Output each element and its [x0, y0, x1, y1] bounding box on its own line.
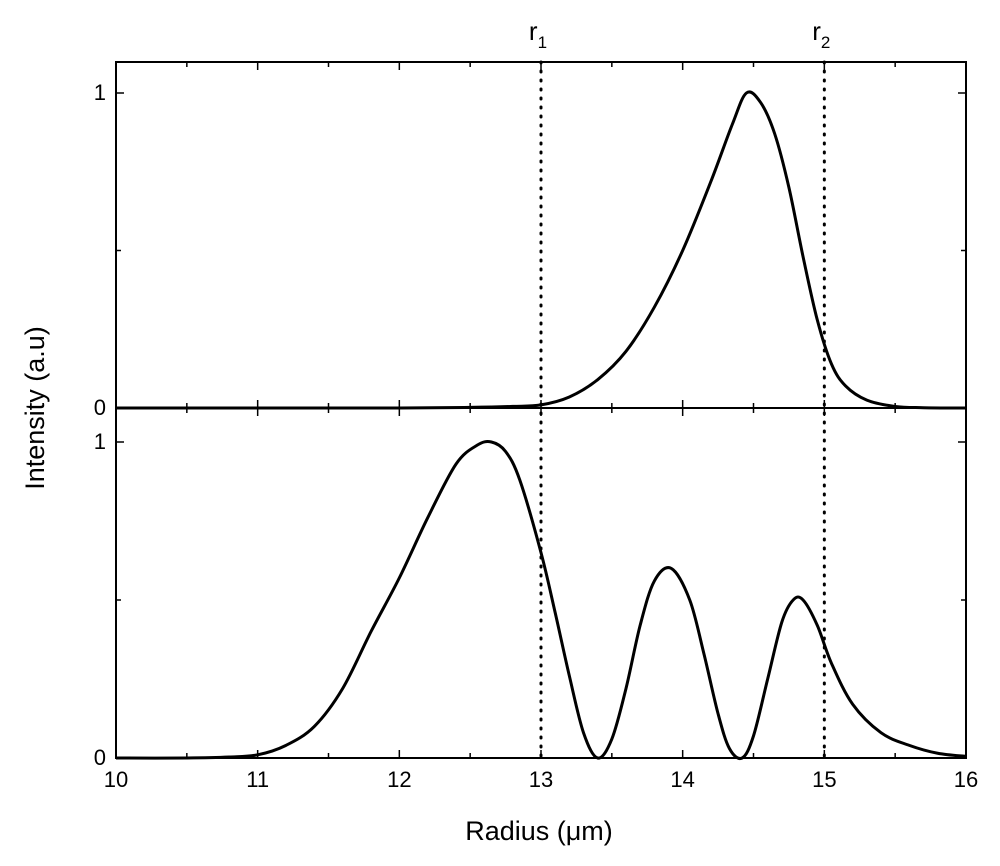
- x-tick-label: 14: [670, 767, 694, 792]
- y-tick-label: 0: [94, 395, 106, 420]
- y-tick-label: 1: [94, 429, 106, 454]
- marker-label-base: r: [812, 16, 821, 46]
- y-tick-label: 0: [94, 745, 106, 770]
- marker-label-subscript: 2: [821, 33, 830, 52]
- marker-label-base: r: [529, 16, 538, 46]
- x-tick-label: 12: [387, 767, 411, 792]
- marker-label-subscript: 1: [538, 33, 547, 52]
- reference-markers: r1 r2: [529, 16, 830, 760]
- x-tick-label: 11: [246, 767, 269, 792]
- panel-bottom: 01: [94, 407, 967, 770]
- x-tick-label: 15: [812, 767, 836, 792]
- x-axis-ticks: 10 11 12 13 14 15 16: [104, 767, 978, 792]
- x-axis-title: Radius (μm): [465, 816, 613, 846]
- panel-top: 01: [94, 61, 967, 420]
- marker-label-r2: r2: [812, 16, 830, 52]
- y-axis-title: Intensity (a.u): [20, 326, 50, 490]
- marker-label-r1: r1: [529, 16, 547, 52]
- y-tick-label: 1: [94, 80, 106, 105]
- x-tick-label: 16: [954, 767, 978, 792]
- x-tick-label: 13: [529, 767, 553, 792]
- x-tick-label: 10: [104, 767, 128, 792]
- series-line-bottom: [115, 440, 967, 760]
